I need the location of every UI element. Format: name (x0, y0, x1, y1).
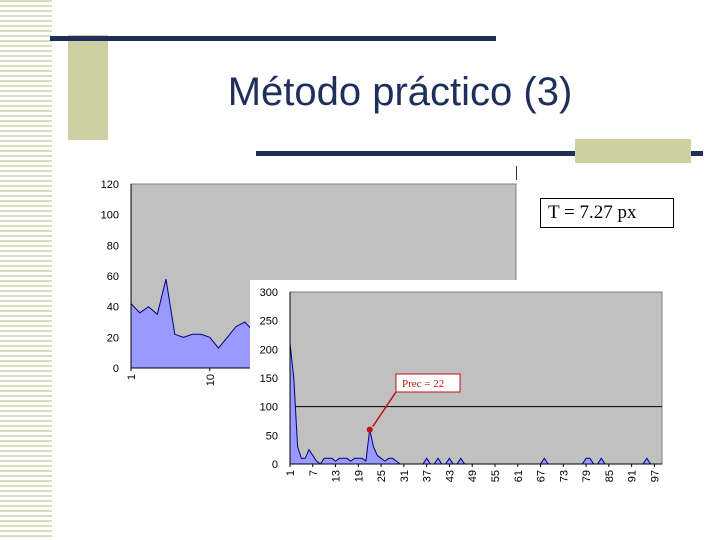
chart2-x-tick-label: 73 (558, 470, 570, 482)
accent-square-right (575, 139, 691, 163)
chart1-y-tick-label: 100 (101, 210, 119, 222)
annotation-box (395, 373, 461, 393)
chart2-y-tick-label: 0 (272, 459, 278, 471)
chart1-x-tick-label: 1 (126, 374, 138, 380)
chart1-y-tick-label: 40 (107, 302, 119, 314)
chart2-x-tick-label: 67 (536, 470, 548, 482)
chart2-y-tick-label: 100 (260, 402, 278, 414)
chart1-y-tick-label: 80 (107, 240, 119, 252)
chart2-x-tick-label: 37 (422, 470, 434, 482)
chart2-x-tick-label: 79 (581, 470, 593, 482)
chart2-x-tick-label: 91 (627, 470, 639, 482)
top-rule (50, 36, 496, 41)
middle-rule (256, 151, 703, 156)
chart2-y-tick-label: 250 (260, 316, 278, 328)
accent-square-left (68, 35, 108, 140)
chart1-x-tick-label: 10 (205, 374, 217, 386)
chart2-y-tick-label: 200 (260, 344, 278, 356)
annotation-arrow (372, 391, 397, 428)
chart2-x-tick-label: 7 (308, 470, 320, 476)
chart2-x-tick-label: 55 (490, 470, 502, 482)
chart2-plot-area (289, 291, 663, 465)
chart1-y-tick-label: 60 (107, 271, 119, 283)
chart2-x-tick-label: 43 (444, 470, 456, 482)
chart2-x-tick-label: 49 (467, 470, 479, 482)
slide-title: Método práctico (3) (227, 70, 573, 114)
chart2-x-tick-label: 19 (353, 470, 365, 482)
chart2-y-tick-label: 300 (260, 287, 278, 299)
chart2-x-tick-label: 13 (331, 470, 343, 482)
chart2-x-tick-label: 61 (513, 470, 525, 482)
chart2-x-tick-label: 85 (604, 470, 616, 482)
text-cursor-mark (516, 166, 517, 180)
chart1-y-tick-label: 120 (101, 179, 119, 191)
chart2-x-tick-label: 31 (399, 470, 411, 482)
chart2-x-tick-label: 1 (285, 470, 297, 476)
chart2-x-tick-label: 25 (376, 470, 388, 482)
chart2-y-tick-label: 150 (260, 373, 278, 385)
chart2-y-tick-label: 50 (266, 430, 278, 442)
chart1-y-tick-label: 20 (107, 332, 119, 344)
chart2-x-tick-label: 97 (649, 470, 661, 482)
decorative-stripes (0, 0, 52, 540)
chart1-y-tick-label: 0 (113, 363, 119, 375)
t-value-textbox: T = 7.27 px (540, 198, 674, 228)
annotation-label: Prec = 22 (402, 378, 444, 390)
annotation-point (366, 426, 373, 433)
